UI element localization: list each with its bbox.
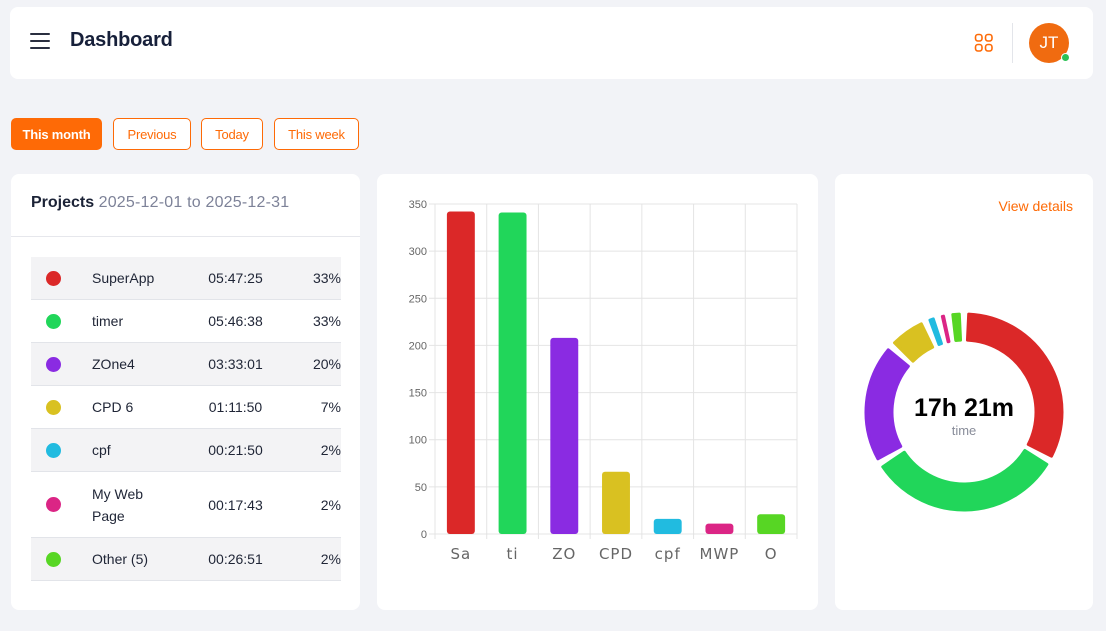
y-tick-label: 0 (421, 529, 427, 541)
bar[interactable] (498, 212, 527, 534)
chart-grid (429, 203, 798, 539)
x-tick-label: ti (507, 545, 519, 563)
avatar[interactable]: JT (1029, 23, 1070, 63)
header-divider (1012, 23, 1013, 63)
project-time: 00:26:51 (208, 551, 263, 567)
total-time-label: time (951, 423, 977, 438)
project-color-dot (46, 497, 61, 512)
y-tick-label: 350 (409, 199, 427, 211)
donut-segment[interactable] (940, 314, 951, 344)
project-percent: 33% (312, 313, 341, 329)
project-color-dot (46, 399, 61, 415)
y-tick-label: 300 (409, 246, 427, 258)
x-tick-label: Sa (450, 545, 471, 563)
bar[interactable] (550, 337, 579, 534)
y-tick-label: 250 (409, 293, 427, 305)
x-tick-label: ZO (552, 545, 576, 563)
project-name: ZOne4 (92, 356, 135, 372)
table-row[interactable]: cpf 00:21:50 2% (31, 429, 341, 472)
project-color-dot (46, 442, 61, 458)
bar[interactable] (705, 523, 734, 534)
grid-apps-icon[interactable] (974, 33, 994, 53)
table-row[interactable]: ZOne4 03:33:01 20% (31, 343, 341, 386)
project-time: 05:47:25 (208, 270, 263, 286)
donut-segment[interactable] (864, 348, 910, 461)
page-title: Dashboard (70, 29, 173, 51)
table-row[interactable]: Other (5) 00:26:51 2% (31, 538, 341, 581)
project-name: Other (5) (92, 551, 149, 567)
project-color-dot (46, 313, 61, 329)
projects-title: Projects (31, 194, 95, 211)
donut-chart-card: View details 17h 21m time (835, 174, 1093, 610)
y-tick-label: 100 (409, 435, 427, 447)
project-name: timer (92, 313, 124, 329)
projects-header: Projects 2025-12-01 to 2025-12-31 (31, 194, 289, 212)
projects-table: SuperApp 05:47:25 33% timer 05:46:38 33%… (31, 257, 341, 581)
donut-segment[interactable] (928, 317, 943, 346)
project-percent: 2% (320, 551, 341, 567)
y-tick-label: 200 (409, 340, 427, 352)
filter-this-month-button[interactable]: This month (11, 118, 102, 150)
donut-segment[interactable] (951, 312, 963, 342)
projects-date-range: 2025-12-01 to 2025-12-31 (98, 194, 290, 211)
table-row[interactable]: CPD 6 01:11:50 7% (31, 386, 341, 429)
bar[interactable] (653, 518, 682, 534)
bar[interactable] (602, 471, 630, 534)
project-name: CPD 6 (92, 399, 134, 415)
table-row[interactable]: My Web Page 00:17:43 2% (31, 472, 341, 538)
project-percent: 20% (312, 356, 341, 372)
projects-card: Projects 2025-12-01 to 2025-12-31 SuperA… (11, 174, 360, 610)
table-row[interactable]: SuperApp 05:47:25 33% (31, 257, 341, 300)
project-time: 00:17:43 (208, 496, 263, 513)
projects-divider (11, 236, 360, 237)
x-tick-label: MWP (700, 545, 740, 563)
project-time: 00:21:50 (208, 442, 263, 458)
avatar-initials: JT (1039, 33, 1059, 52)
project-name: My Web Page (92, 485, 144, 524)
project-name: SuperApp (92, 270, 155, 286)
total-time-value: 17h 21m (913, 394, 1015, 422)
bar[interactable] (757, 514, 786, 534)
project-color-dot (46, 356, 61, 372)
bar[interactable] (446, 211, 475, 535)
x-tick-label: cpf (655, 545, 681, 563)
project-time: 05:46:38 (208, 313, 263, 329)
filter-today-button[interactable]: Today (201, 118, 263, 150)
x-tick-label: O (765, 545, 778, 563)
bar-chart: 0 50 100 150 200 250 300 350 Sa ti ZO CPD cpf MWP O (409, 199, 798, 563)
donut-segment[interactable] (881, 448, 1049, 512)
online-status-dot (1061, 53, 1070, 62)
top-bar: Dashboard JT (10, 7, 1093, 79)
project-color-dot (46, 270, 61, 286)
donut-chart (864, 312, 1064, 512)
project-percent: 2% (320, 496, 341, 513)
bar-chart-card: 0 50 100 150 200 250 300 350 Sa ti ZO CPD cpf MWP O (377, 174, 818, 610)
y-tick-label: 150 (409, 388, 427, 400)
filter-this-week-button[interactable]: This week (274, 118, 359, 150)
x-tick-label: CPD (599, 545, 633, 563)
project-name: cpf (92, 442, 111, 458)
project-percent: 7% (320, 399, 341, 415)
project-time: 03:33:01 (208, 356, 263, 372)
project-time: 01:11:50 (208, 399, 263, 415)
view-details-link[interactable]: View details (998, 198, 1073, 214)
table-row[interactable]: timer 05:46:38 33% (31, 300, 341, 343)
donut-segment[interactable] (965, 312, 1064, 458)
y-tick-label: 50 (415, 482, 427, 494)
project-percent: 33% (312, 270, 341, 286)
filter-previous-button[interactable]: Previous (113, 118, 191, 150)
project-percent: 2% (320, 442, 341, 458)
project-color-dot (46, 551, 61, 567)
donut-segment[interactable] (893, 322, 935, 363)
hamburger-icon[interactable] (30, 33, 50, 49)
